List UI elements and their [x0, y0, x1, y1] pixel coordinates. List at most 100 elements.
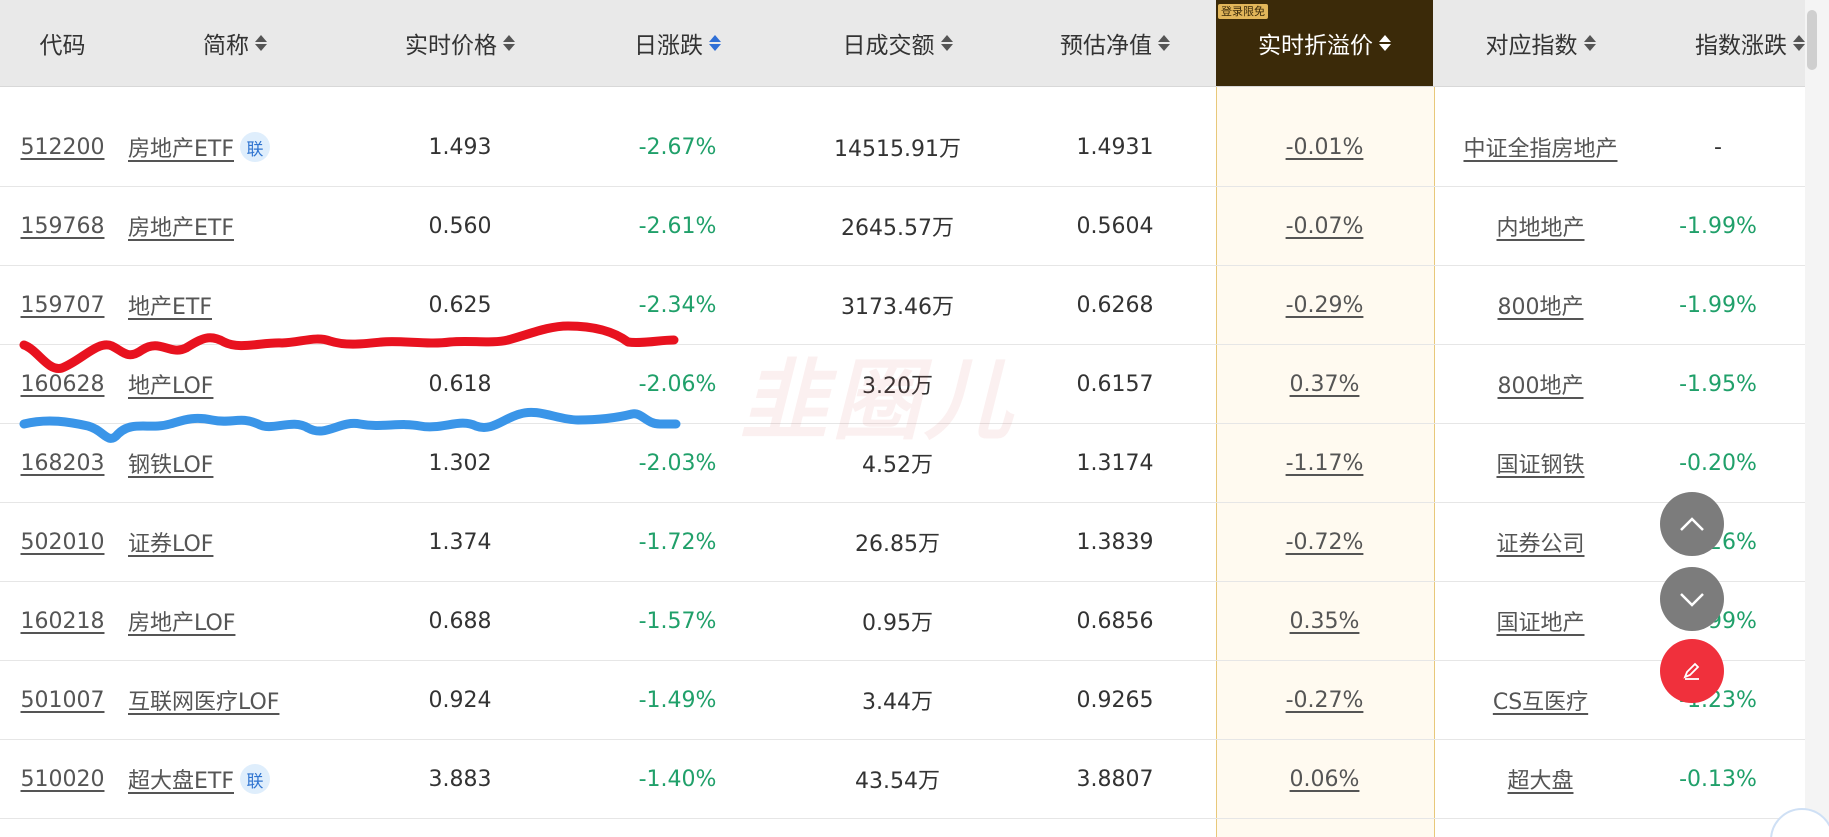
index-name-link[interactable]: 国证地产: [1496, 611, 1585, 636]
index-name-link[interactable]: 国证钢铁: [1496, 453, 1585, 478]
edit-button[interactable]: [1660, 639, 1724, 703]
fund-name-link[interactable]: 钢铁LOF: [128, 453, 214, 478]
fund-name-cell[interactable]: 房地产LOF: [128, 582, 378, 660]
premium-value-link[interactable]: -0.01%: [1285, 134, 1364, 160]
fund-code-link[interactable]: 501007: [20, 687, 105, 713]
premium-value-link[interactable]: 0.06%: [1289, 766, 1360, 792]
premium-value-link[interactable]: 0.35%: [1289, 608, 1360, 634]
fund-code-link[interactable]: 160628: [20, 371, 105, 397]
header-index-change[interactable]: 指数涨跌: [1648, 0, 1805, 86]
premium-value-link[interactable]: -0.72%: [1285, 529, 1364, 555]
fund-code-link-cell[interactable]: 160628: [0, 345, 125, 423]
index-name-link[interactable]: 证券公司: [1496, 532, 1585, 557]
table-row[interactable]: 159707 地产ETF 0.625 -2.34% 3173.46万 0.6268 -0.2…: [0, 266, 1805, 345]
fund-name-cell[interactable]: 房地产ETF: [128, 187, 378, 265]
fund-code-link-cell[interactable]: 159707: [0, 266, 125, 344]
fund-code-link-cell[interactable]: 502010: [0, 503, 125, 581]
fund-code-link[interactable]: 512200: [20, 134, 105, 160]
sort-icon[interactable]: [1583, 34, 1596, 52]
fund-name-cell[interactable]: 地产ETF: [128, 266, 378, 344]
fund-name-link[interactable]: 证券LOF: [128, 532, 214, 557]
fund-name-cell[interactable]: 互联网医疗LOF: [128, 661, 378, 739]
scroll-up-button[interactable]: [1660, 492, 1724, 556]
sort-icon[interactable]: [1158, 34, 1170, 52]
index-name-link[interactable]: CS互医疗: [1492, 690, 1589, 715]
scroll-down-button[interactable]: [1660, 567, 1724, 631]
fund-name-link[interactable]: 地产ETF: [128, 295, 212, 320]
table-row[interactable]: 501007 互联网医疗LOF 0.924 -1.49% 3.44万 0.9265 -0.2…: [0, 661, 1805, 740]
index-name-link-cell[interactable]: 证券公司: [1433, 503, 1648, 581]
fund-code-link-cell[interactable]: 510020: [0, 740, 125, 818]
fund-name-cell[interactable]: 超大盘ETF 联: [128, 740, 378, 818]
fund-name-cell[interactable]: 房地产ETF 联: [128, 108, 378, 186]
table-row[interactable]: 160218 房地产LOF 0.688 -1.57% 0.95万 0.6856 0.35% 国…: [0, 582, 1805, 661]
premium-value-link[interactable]: -0.07%: [1285, 213, 1364, 239]
fund-code-link[interactable]: 159768: [20, 213, 105, 239]
sort-icon[interactable]: [503, 34, 515, 52]
premium-value-link[interactable]: -0.27%: [1285, 687, 1364, 713]
premium-value-link-cell[interactable]: -0.07%: [1216, 187, 1433, 265]
index-name-link[interactable]: 超大盘: [1507, 769, 1574, 794]
scrollbar-thumb[interactable]: [1807, 10, 1817, 70]
fund-name-link[interactable]: 房地产LOF: [128, 611, 236, 636]
fund-code-link[interactable]: 160218: [20, 608, 105, 634]
sort-active-icon[interactable]: [709, 34, 721, 52]
index-name-link-cell[interactable]: 800地产: [1433, 266, 1648, 344]
index-name-link-cell[interactable]: 800地产: [1433, 345, 1648, 423]
fund-code-link-cell[interactable]: 168203: [0, 424, 125, 502]
sort-icon[interactable]: [940, 34, 953, 52]
fund-name-cell[interactable]: 钢铁LOF: [128, 424, 378, 502]
fund-name-link[interactable]: 房地产ETF: [128, 137, 234, 162]
premium-value-link-cell[interactable]: 0.37%: [1216, 345, 1433, 423]
fund-name-link[interactable]: 超大盘ETF: [128, 769, 234, 794]
table-row[interactable]: 512200 房地产ETF 联 1.493 -2.67% 14515.91万 1.4931 -…: [0, 108, 1805, 187]
fund-name-link[interactable]: 地产LOF: [128, 374, 214, 399]
header-name[interactable]: 简称: [125, 0, 345, 86]
table-row[interactable]: 159768 房地产ETF 0.560 -2.61% 2645.57万 0.5604 -0.…: [0, 187, 1805, 266]
fund-code-link[interactable]: 168203: [20, 450, 105, 476]
header-nav[interactable]: 预估净值: [1015, 0, 1215, 86]
table-row[interactable]: 160628 地产LOF 0.618 -2.06% 3.20万 0.6157 0.37% 80…: [0, 345, 1805, 424]
index-name-link-cell[interactable]: 中证全指房地产: [1433, 108, 1648, 186]
header-price[interactable]: 实时价格: [345, 0, 575, 86]
index-name-link-cell[interactable]: 国证地产: [1433, 582, 1648, 660]
fund-name-link[interactable]: 互联网医疗LOF: [128, 690, 280, 715]
table-row[interactable]: 510020 超大盘ETF 联 3.883 -1.40% 43.54万 3.8807 0.06…: [0, 740, 1805, 819]
fund-code-link[interactable]: 502010: [20, 529, 105, 555]
linked-fund-badge[interactable]: 联: [240, 764, 270, 794]
premium-value-link-cell[interactable]: 0.06%: [1216, 740, 1433, 818]
scrollbar[interactable]: [1805, 0, 1829, 837]
premium-value-link-cell[interactable]: -1.17%: [1216, 424, 1433, 502]
index-name-link[interactable]: 中证全指房地产: [1463, 137, 1618, 162]
fund-code-link[interactable]: 159707: [20, 292, 105, 318]
fund-code-link-cell[interactable]: 160218: [0, 582, 125, 660]
premium-value-link-cell[interactable]: -0.72%: [1216, 503, 1433, 581]
index-name-link[interactable]: 内地地产: [1496, 216, 1585, 241]
premium-value-link-cell[interactable]: -0.29%: [1216, 266, 1433, 344]
header-change[interactable]: 日涨跌: [575, 0, 780, 86]
fund-name-link[interactable]: 房地产ETF: [128, 216, 234, 241]
sort-icon[interactable]: [255, 34, 267, 52]
index-name-link-cell[interactable]: CS互医疗: [1433, 661, 1648, 739]
fund-code-link-cell[interactable]: 159768: [0, 187, 125, 265]
premium-value-link-cell[interactable]: 0.35%: [1216, 582, 1433, 660]
index-name-link[interactable]: 800地产: [1497, 295, 1584, 320]
table-row[interactable]: 502010 证券LOF 1.374 -1.72% 26.85万 1.3839 -0.72%…: [0, 503, 1805, 582]
index-name-link[interactable]: 800地产: [1497, 374, 1584, 399]
premium-value-link[interactable]: -1.17%: [1285, 450, 1364, 476]
sort-icon[interactable]: [1379, 34, 1391, 52]
linked-fund-badge[interactable]: 联: [240, 132, 270, 162]
premium-value-link[interactable]: 0.37%: [1289, 371, 1360, 397]
premium-value-link-cell[interactable]: -0.27%: [1216, 661, 1433, 739]
fund-name-cell[interactable]: 证券LOF: [128, 503, 378, 581]
fund-name-cell[interactable]: 地产LOF: [128, 345, 378, 423]
sort-icon[interactable]: [1793, 34, 1805, 52]
fund-code-link[interactable]: 510020: [20, 766, 105, 792]
header-turnover[interactable]: 日成交额: [780, 0, 1015, 86]
index-name-link-cell[interactable]: 国证钢铁: [1433, 424, 1648, 502]
index-name-link-cell[interactable]: 内地地产: [1433, 187, 1648, 265]
header-index[interactable]: 对应指数: [1433, 0, 1648, 86]
table-row[interactable]: 168203 钢铁LOF 1.302 -2.03% 4.52万 1.3174 -1.17% 国…: [0, 424, 1805, 503]
premium-value-link-cell[interactable]: -0.01%: [1216, 108, 1433, 186]
fund-code-link-cell[interactable]: 501007: [0, 661, 125, 739]
